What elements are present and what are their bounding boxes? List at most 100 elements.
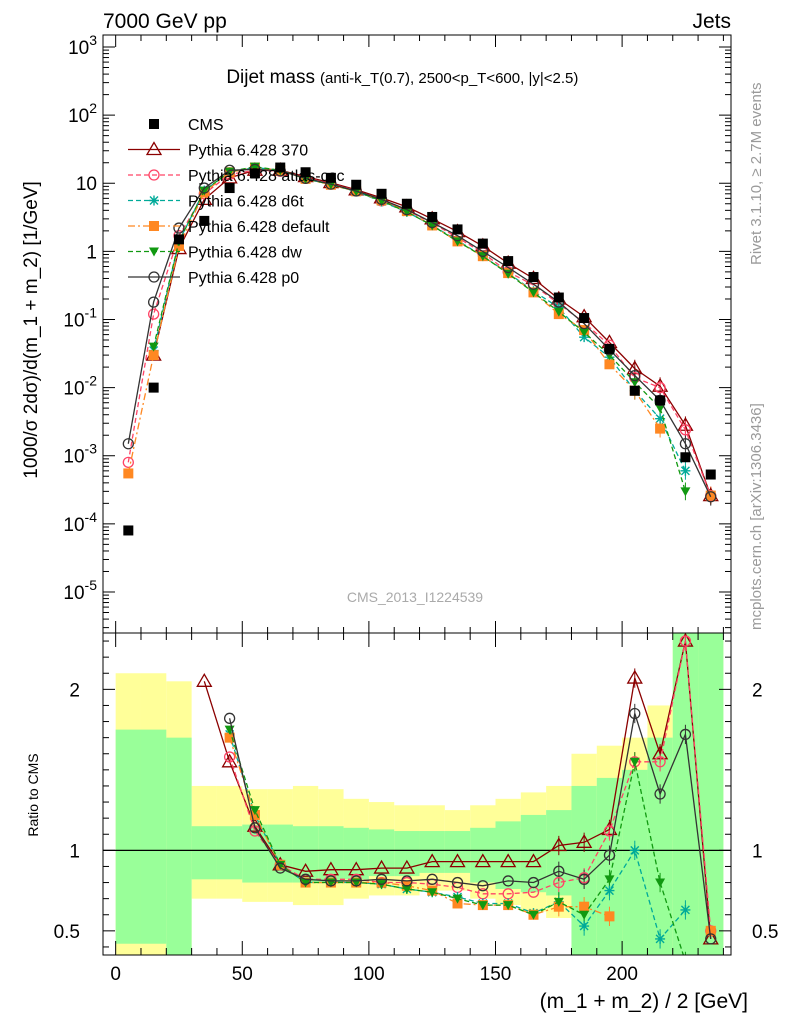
ratio-series-1-point — [550, 837, 567, 852]
main-series-4-point — [604, 359, 615, 370]
legend-label: Pythia 6.428 default — [188, 219, 330, 236]
uncertainty-band-inner — [191, 826, 217, 880]
legend-label: Pythia 6.428 p0 — [188, 270, 299, 287]
main-y-tick-label: 10-1 — [63, 304, 97, 331]
ratio-series-2-point — [679, 635, 692, 647]
main-series-data-point — [401, 198, 412, 209]
main-series-6-point — [198, 182, 210, 194]
main-subtitle: (anti-k_T(0.7), 2500<p_T<600, |y|<2.5) — [320, 70, 578, 87]
ratio-series-6-point — [629, 707, 641, 720]
uncertainty-band-inner — [292, 826, 319, 883]
legend-label: Pythia 6.428 dw — [188, 245, 302, 262]
legend-label: Pythia 6.428 370 — [188, 143, 308, 160]
ratio-series-6-point — [477, 880, 489, 892]
main-series-data-point — [655, 395, 666, 406]
ratio-series-5-point — [477, 901, 488, 911]
legend-marker — [149, 195, 159, 206]
ratio-series-5-point — [604, 875, 615, 885]
main-series-data-point — [680, 452, 691, 463]
legend-marker — [149, 119, 159, 129]
ratio-panel: 0 50 100 150 200 0.5 0.5 1 1 2 2 Ratio to CMS (m_1… — [25, 632, 778, 1013]
ratio-series-4-point — [705, 925, 716, 936]
main-series-data-point — [503, 256, 514, 267]
ratio-series-5-point — [401, 884, 412, 894]
main-series-6-point — [223, 164, 236, 176]
main-series-data-point — [325, 172, 336, 183]
main-series-6-point — [122, 438, 134, 450]
main-series-6-point — [629, 369, 641, 382]
main-y-tick-label: 1 — [86, 242, 97, 263]
ratio-series-3-point — [604, 885, 615, 896]
x-tick-label: 100 — [353, 964, 385, 985]
ratio-series-4-point — [224, 732, 235, 743]
ratio-series-5-point — [579, 910, 590, 920]
main-series-1-point — [651, 377, 669, 392]
ratio-series-3-point — [579, 921, 590, 932]
main-y-tick-label: 102 — [68, 100, 97, 127]
mcplots-label: mcplots.cern.ch [arXiv:1306.3436] — [748, 403, 765, 630]
ratio-series-6-point — [705, 933, 717, 945]
ratio-y-tick-label-right: 1 — [752, 841, 763, 862]
rivet-label: Rivet 3.1.10, ≥ 2.7M events — [748, 83, 765, 266]
uncertainty-band-inner — [166, 737, 192, 955]
main-plot-area: 10-5 10-4 10-3 10-2 10-1 1 10 102 103 — [63, 32, 731, 633]
ratio-series-5-point — [249, 806, 260, 816]
legend-marker — [149, 247, 159, 257]
ratio-series-5-point — [629, 757, 640, 767]
ratio-series-6-point — [350, 875, 362, 887]
main-series-data-point — [629, 385, 640, 396]
main-series-5-point — [199, 186, 210, 196]
main-series-2-point — [679, 424, 692, 436]
ratio-series-6-point — [502, 875, 514, 887]
main-series-6-point — [705, 491, 717, 503]
uncertainty-band-inner — [394, 831, 420, 877]
x-axis-label: (m_1 + m_2) / 2 [GeV] — [540, 990, 748, 1013]
ratio-series-1-point — [373, 859, 390, 874]
main-y-tick-label: 10-5 — [63, 577, 97, 604]
ratio-series-1-point — [474, 853, 491, 868]
main-y-tick-label: 103 — [68, 32, 97, 59]
main-series-6-point — [679, 438, 692, 450]
main-series-3-point — [655, 413, 666, 424]
legend-label: Pythia 6.428 atlas-csc — [188, 168, 345, 185]
ratio-series-6-point — [654, 788, 666, 800]
ratio-series-5-point — [427, 888, 438, 898]
ratio-series-2-point — [553, 876, 565, 889]
main-series-data-point — [275, 162, 286, 173]
main-series-6-point — [147, 296, 160, 308]
ratio-series-1-point — [626, 669, 643, 684]
ratio-series-6-point — [679, 728, 692, 741]
main-series-2-point — [147, 308, 160, 320]
legend-marker — [148, 169, 160, 181]
main-series-data-point — [224, 183, 235, 194]
ratio-series-6-point — [249, 822, 261, 834]
main-series-data-point — [123, 525, 134, 536]
ratio-series-6-point — [299, 873, 312, 885]
uncertainty-band-inner — [242, 824, 268, 883]
main-series-4-point — [148, 350, 159, 361]
header-left: 7000 GeV pp — [103, 10, 227, 33]
ratio-series-6-line — [228, 713, 712, 939]
main-series-data-point — [477, 238, 488, 249]
uncertainty-band-inner — [318, 826, 344, 883]
ratio-series-4-point — [604, 911, 615, 922]
main-series-5-point — [655, 404, 666, 414]
main-series-5-point — [401, 207, 412, 217]
main-series-4-point — [655, 423, 666, 434]
ratio-series-3-point — [655, 933, 666, 944]
ratio-series-6-point — [451, 876, 464, 889]
main-series-data-point — [376, 188, 387, 199]
legend-label: Pythia 6.428 d6t — [188, 194, 304, 211]
ratio-series-5-point — [452, 894, 463, 904]
ratio-series-3-point — [680, 904, 691, 915]
main-series-data-point — [553, 292, 564, 303]
ratio-series-5-point — [528, 910, 539, 920]
uncertainty-band-inner — [115, 729, 141, 944]
ratio-series-2-point — [654, 756, 666, 768]
ratio-series-6-point — [375, 873, 388, 885]
ratio-series-4-point — [579, 901, 590, 912]
ratio-series-1-point — [525, 853, 542, 868]
ratio-plot-area: 0 50 100 150 200 0.5 0.5 1 1 2 2 — [54, 632, 778, 985]
ratio-series-6-point — [274, 862, 286, 874]
ratio-series-5-point — [553, 897, 564, 907]
